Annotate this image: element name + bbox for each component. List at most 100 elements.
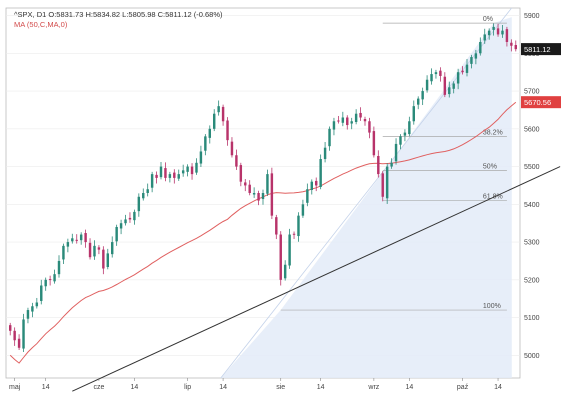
candle [390,158,393,169]
x-tick-label: 14 [219,384,227,391]
candle-body [416,98,420,105]
fib-ray [220,7,512,379]
candle [425,75,429,93]
candle [483,28,486,44]
candle [261,189,265,205]
candle [408,116,411,137]
candle-body [244,182,247,186]
candle [239,162,243,187]
candle-body [88,242,92,258]
candle-body [465,64,469,73]
candle [110,236,114,258]
candle [146,183,149,197]
fib-shaded-zone [220,17,512,378]
candle-body [510,42,513,46]
candle-body [377,156,380,175]
candle-body [257,193,260,201]
candle-body [248,184,251,193]
ma-indicator-label: MA (50,C,MA,0) [14,20,68,29]
candle [128,212,132,223]
candle-body [283,264,287,279]
candle-body [496,28,500,35]
candle-body [354,113,358,123]
candle [230,137,234,158]
candle [306,183,309,207]
candle [341,111,345,127]
trendline-layer [72,166,561,392]
candle-body [452,83,455,89]
candle [53,269,56,284]
candle-body [363,119,367,122]
candle-body [168,174,172,178]
candle [354,109,358,125]
candle-body [66,242,70,247]
candle-body [221,106,225,122]
candle [430,68,433,85]
candle-body [319,159,322,187]
candle [66,238,70,253]
candle [270,167,274,220]
candle [412,100,416,125]
x-tick-label: maj [9,384,21,391]
candle-body [40,285,43,301]
candle-body [328,128,331,147]
last-price-label: 5811.12 [524,45,551,54]
y-tick-label: 5100 [524,315,540,322]
candle [57,255,61,278]
candle [319,154,322,190]
candle [217,100,220,116]
candle [492,23,495,36]
candle [208,125,212,144]
candle-body [408,121,411,135]
candle [62,243,65,264]
last-price-tag [521,43,561,56]
fib-level-label: 0% [483,16,493,23]
candle-body [434,72,438,75]
fibonacci-retracement: 100%61.8%50%38.2%0% [220,7,512,379]
candle [479,37,482,56]
candle-body [146,189,149,193]
candle [97,245,101,255]
candle-body [155,174,158,178]
candle [22,313,25,352]
candle-body [261,193,265,200]
candle-body [44,279,47,287]
candle [142,188,145,201]
candle-body [381,173,384,197]
y-tick-label: 5000 [524,353,540,360]
candle [226,117,229,146]
candle [439,67,442,82]
candle [332,117,336,136]
y-tick-label: 5400 [524,202,540,209]
candle [257,190,260,206]
candle-body [79,234,83,241]
candle-body [470,57,473,64]
ma-value-label: 5670.56 [524,98,551,107]
candle-body [483,34,486,41]
candle-body [226,120,229,141]
candle-body [186,166,189,172]
candle [275,214,278,240]
candle [177,169,180,181]
candle [288,228,291,269]
candle-body [487,30,491,36]
candle-body [137,196,141,212]
candle-body [430,74,433,82]
candle [416,96,420,110]
candle-body [190,166,194,175]
candle [186,164,189,177]
candle-body [314,180,318,186]
candle-body [199,151,203,164]
candle [8,322,12,336]
candle-body [505,29,509,42]
candle [190,163,194,180]
candle [115,224,118,246]
candle-body [412,106,416,122]
candle [48,275,52,286]
axes: 5000510052005300540055005600570058005900… [9,13,540,391]
candle-body [128,217,132,220]
candle [173,169,176,184]
candle-body [252,193,256,195]
candle-body [403,132,407,136]
